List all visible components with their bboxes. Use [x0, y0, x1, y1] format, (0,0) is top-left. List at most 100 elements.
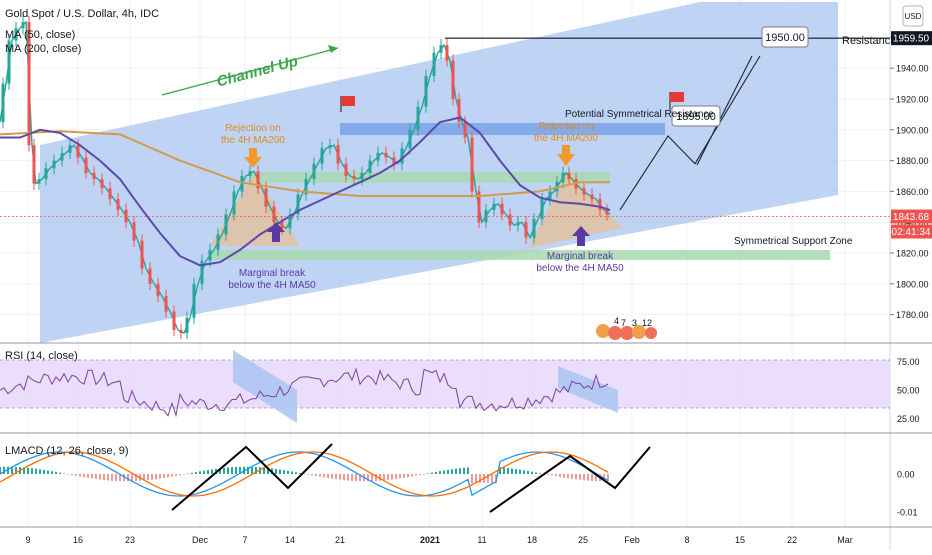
- hist-bar-316: [315, 474, 317, 476]
- hist-bar-180: [179, 474, 181, 476]
- hist-bar-452: [451, 469, 453, 474]
- hist-bar-248: [247, 466, 249, 474]
- hist-bar-124: [123, 474, 125, 482]
- candle-body-24: [172, 311, 176, 330]
- hist-bar-72: [71, 474, 73, 476]
- break-right-line1: Marginal break: [547, 251, 614, 262]
- break-right-arrow-icon: [572, 226, 590, 246]
- candle-body-48: [360, 172, 364, 180]
- time-tick-10: 25: [578, 535, 588, 545]
- hist-bar-568: [567, 474, 569, 479]
- hist-bar-576: [575, 474, 577, 480]
- hist-bar-12: [11, 466, 13, 474]
- hist-bar-208: [207, 470, 209, 474]
- hist-bar-76: [75, 474, 77, 476]
- ma50-legend: MA (50, close): [5, 29, 75, 41]
- time-tick-9: 18: [527, 535, 537, 545]
- hist-bar-480: [479, 474, 481, 483]
- hist-bar-264: [263, 467, 265, 474]
- hist-bar-376: [375, 474, 377, 481]
- hist-bar-412: [411, 474, 413, 477]
- hist-bar-524: [523, 470, 525, 474]
- rejection-right-line2: the 4H MA200: [534, 133, 598, 144]
- price-tick-1860: 1860.00: [896, 187, 929, 197]
- price-tick-1780: 1780.00: [896, 310, 929, 320]
- hist-bar-100: [99, 474, 101, 480]
- hist-bar-144: [143, 474, 145, 481]
- rsi-series: [0, 367, 609, 418]
- candle-body-23: [164, 296, 168, 312]
- time-tick-15: Mar: [837, 535, 853, 545]
- hist-bar-56: [55, 471, 57, 474]
- candle-body-60: [451, 60, 455, 99]
- hist-bar-448: [447, 469, 449, 474]
- hist-bar-460: [459, 468, 461, 474]
- hist-bar-444: [443, 470, 445, 474]
- candle-body-31: [224, 214, 228, 235]
- candle-body-30: [216, 234, 220, 250]
- hist-bar-300: [299, 472, 301, 474]
- countdown-text: 02:41:34: [892, 227, 931, 238]
- countdown-badge: [891, 224, 932, 239]
- hist-bar-280: [279, 469, 281, 474]
- price-tick-1900: 1900.00: [896, 125, 929, 135]
- hist-bar-296: [295, 472, 297, 474]
- resistance-zone-blue: [340, 123, 665, 135]
- hist-bar-84: [83, 474, 85, 478]
- candle-body-15: [100, 179, 104, 189]
- hist-bar-0: [0, 466, 1, 474]
- projection-arrow-line-2: [696, 55, 753, 166]
- candle-body-67: [500, 203, 504, 215]
- hist-bar-320: [319, 474, 321, 477]
- hist-bar-608: [607, 474, 609, 482]
- candle-body-33: [240, 176, 244, 192]
- candle-body-39: [288, 214, 292, 229]
- candle-body-57: [432, 52, 436, 76]
- time-tick-8: 11: [477, 535, 486, 545]
- hist-bar-572: [571, 474, 573, 479]
- hist-bar-488: [487, 474, 489, 483]
- candle-body-36: [264, 188, 268, 207]
- candle-body-17: [116, 199, 120, 210]
- price-tick-1880: 1880.00: [896, 156, 929, 166]
- candles: [1, 15, 609, 340]
- event-count-4: 12: [642, 318, 652, 328]
- hist-bar-148: [147, 474, 149, 481]
- candle-body-66: [492, 203, 496, 210]
- hist-bar-440: [439, 471, 441, 474]
- support-zone-green: [212, 250, 830, 260]
- candle-body-62: [463, 122, 467, 138]
- channel-up-arrow: [161, 47, 339, 96]
- hist-bar-596: [595, 474, 597, 482]
- candle-body-49: [368, 160, 372, 173]
- time-tick-5: 14: [285, 535, 295, 545]
- support-zone-label: Symmetrical Support Zone: [734, 236, 853, 247]
- candle-body-27: [192, 283, 196, 318]
- hist-bar-428: [427, 473, 429, 474]
- candle-body-32: [232, 191, 236, 215]
- last-price-text: 1843.68: [893, 212, 930, 223]
- candle-body-19: [132, 222, 136, 241]
- economic-events[interactable]: 4 7 3 12: [596, 316, 657, 340]
- hist-bar-504: [503, 467, 505, 474]
- hist-bar-408: [407, 474, 409, 478]
- candle-body-1: [1, 83, 5, 123]
- hist-bar-344: [343, 474, 345, 481]
- candle-body-63: [470, 137, 474, 192]
- candle-body-20: [140, 240, 144, 269]
- hist-bar-336: [335, 474, 337, 480]
- currency-label: USD: [905, 12, 922, 21]
- candle-body-52: [392, 157, 396, 164]
- hist-bar-188: [187, 473, 189, 475]
- candle-body-81: [605, 209, 609, 215]
- candle-body-8: [44, 168, 48, 180]
- price-tick-1800: 1800.00: [896, 279, 929, 289]
- hist-bar-516: [515, 469, 517, 474]
- currency-button[interactable]: [902, 5, 924, 27]
- chart-title: Gold Spot / U.S. Dollar, 4h, IDC: [5, 8, 159, 20]
- hist-bar-156: [155, 474, 157, 480]
- hist-bar-328: [327, 474, 329, 479]
- candle-body-41: [304, 179, 308, 195]
- hist-bar-552: [551, 474, 553, 476]
